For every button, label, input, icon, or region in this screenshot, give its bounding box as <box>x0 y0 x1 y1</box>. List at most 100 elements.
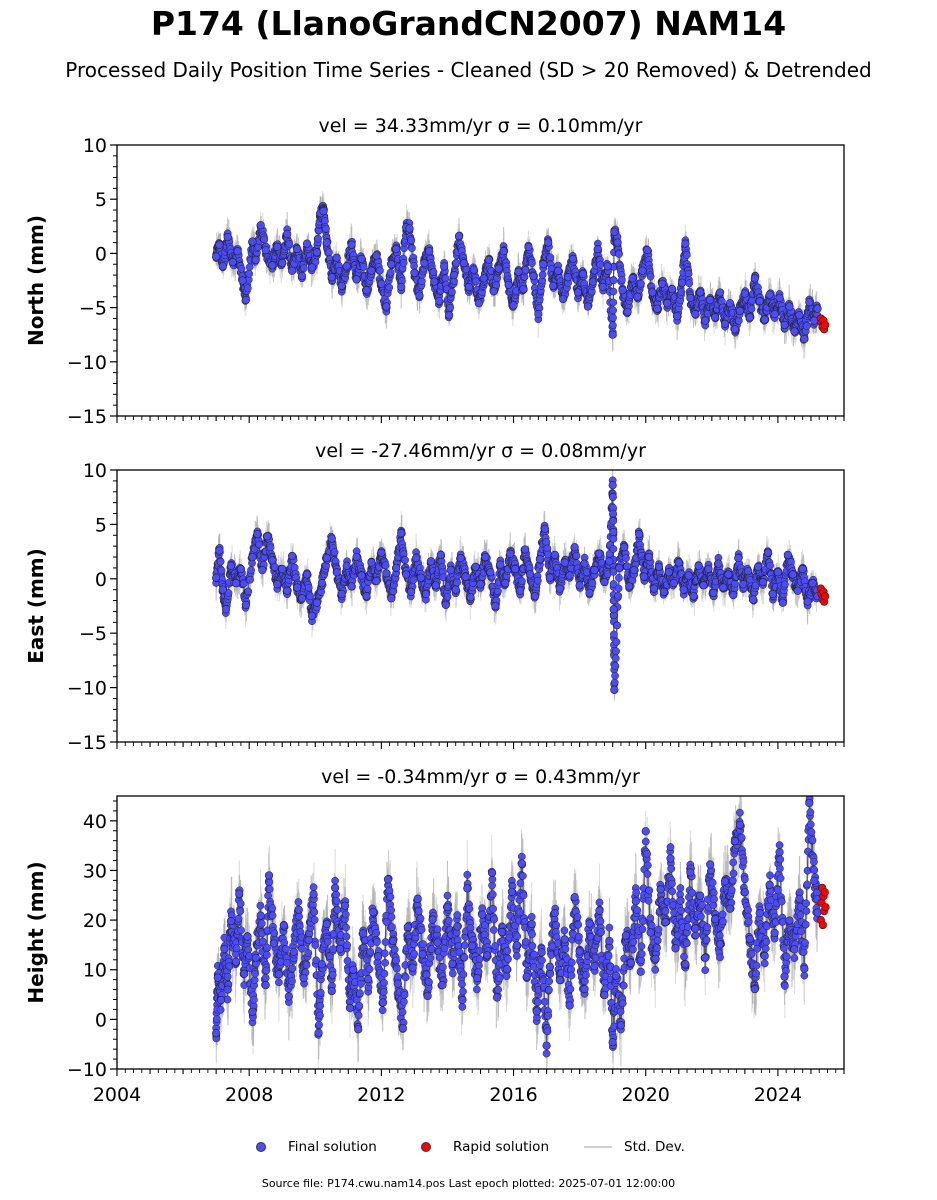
final-solution-point <box>292 244 302 254</box>
y-tick-label: −15 <box>67 406 107 428</box>
final-solution-point <box>322 224 330 233</box>
final-solution-point <box>608 330 617 339</box>
data-layer-north <box>212 191 830 359</box>
final-solution-point <box>740 289 749 298</box>
final-solution-point <box>646 272 655 281</box>
final-solution-point <box>765 290 774 299</box>
final-solution-point <box>583 302 592 311</box>
final-solution-point <box>596 260 605 269</box>
final-solution-point <box>238 276 247 285</box>
final-solution-point <box>529 272 538 281</box>
final-solution-point <box>314 234 322 243</box>
final-solution-point <box>215 240 224 249</box>
final-solution-point <box>696 288 705 297</box>
final-solution-point <box>615 250 623 258</box>
panel-title-north: vel = 34.33mm/yr σ = 0.10mm/yr <box>319 115 643 137</box>
final-solution-point <box>302 239 312 248</box>
final-solution-point <box>449 270 459 280</box>
final-solution-point <box>399 259 408 267</box>
final-solution-point <box>484 255 493 265</box>
final-solution-point <box>618 286 627 295</box>
final-solution-point <box>686 293 695 302</box>
final-solution-point <box>297 272 307 281</box>
panel-north: 10 5 0 −5 −10 −15 vel = 34.33mm/yr σ = 0.10mm/… <box>24 115 845 428</box>
final-solution-point <box>385 283 394 292</box>
final-solution-point <box>760 315 769 324</box>
final-solution-point <box>322 238 331 247</box>
final-solution-point <box>454 231 464 241</box>
final-solution-point <box>524 242 533 251</box>
final-solution-point <box>494 264 503 273</box>
final-solution-point <box>285 240 294 248</box>
final-solution-point <box>248 237 257 246</box>
final-solution-point <box>472 277 480 286</box>
y-tick-label: −10 <box>67 352 107 374</box>
final-solution-point <box>609 298 618 307</box>
final-solution-point <box>429 268 438 277</box>
final-solution-point <box>528 259 536 267</box>
final-solution-point <box>261 246 270 255</box>
final-solution-point <box>425 247 434 256</box>
final-solution-point <box>609 276 618 285</box>
final-solution-point <box>377 279 386 288</box>
final-solution-point <box>435 296 444 306</box>
final-solution-point <box>681 239 690 248</box>
final-solution-point <box>307 263 317 272</box>
final-solution-point <box>319 207 328 216</box>
final-solution-point <box>237 264 246 273</box>
final-solution-point <box>228 257 237 267</box>
final-solution-point <box>805 298 814 307</box>
final-solution-point <box>359 262 368 271</box>
final-solution-point <box>245 269 254 278</box>
final-solution-point <box>549 281 558 291</box>
final-solution-point <box>337 281 346 291</box>
final-solution-point <box>538 270 547 279</box>
final-solution-point <box>613 238 622 247</box>
final-solution-point <box>459 259 469 268</box>
final-solution-point <box>677 278 687 287</box>
final-solution-point <box>420 259 429 268</box>
final-solution-point <box>283 229 292 238</box>
final-solution-point <box>725 299 735 308</box>
final-solution-point <box>534 310 543 319</box>
final-solution-point <box>668 285 677 294</box>
y-tick-label: 0 <box>95 243 107 265</box>
final-solution-point <box>637 279 645 288</box>
final-solution-point <box>648 288 657 297</box>
final-solution-point <box>408 244 416 252</box>
final-solution-point <box>682 251 691 259</box>
final-solution-point <box>362 286 371 295</box>
final-solution-point <box>218 262 227 271</box>
final-solution-point <box>260 235 269 244</box>
final-solution-point <box>352 275 361 284</box>
y-tick-label: −5 <box>79 298 107 320</box>
final-solution-point <box>288 266 297 275</box>
final-solution-point <box>802 322 811 331</box>
final-solution-point <box>745 313 754 322</box>
final-solution-point <box>312 248 322 257</box>
final-solution-point <box>573 288 583 297</box>
final-solution-point <box>546 253 555 262</box>
final-solution-point <box>499 247 508 256</box>
final-solution-point <box>795 311 804 320</box>
final-solution-point <box>446 303 455 312</box>
final-solution-point <box>735 306 745 315</box>
final-solution-point <box>785 302 794 311</box>
chart-title: P174 (LlanoGrandCN2007) NAM14 <box>150 4 787 43</box>
final-solution-point <box>410 262 418 270</box>
final-solution-point <box>452 259 461 267</box>
final-solution-point <box>430 277 439 286</box>
y-tick-label: 10 <box>83 135 107 157</box>
final-solution-point <box>407 236 416 245</box>
final-solution-point <box>469 265 478 274</box>
final-solution-point <box>568 254 578 263</box>
final-solution-point <box>628 274 637 283</box>
final-solution-point <box>673 312 682 321</box>
final-solution-series-north <box>212 207 822 344</box>
final-solution-point <box>521 266 530 274</box>
final-solution-point <box>479 274 488 283</box>
chart-subtitle: Processed Daily Position Time Series - C… <box>65 58 872 82</box>
final-solution-point <box>233 247 242 256</box>
